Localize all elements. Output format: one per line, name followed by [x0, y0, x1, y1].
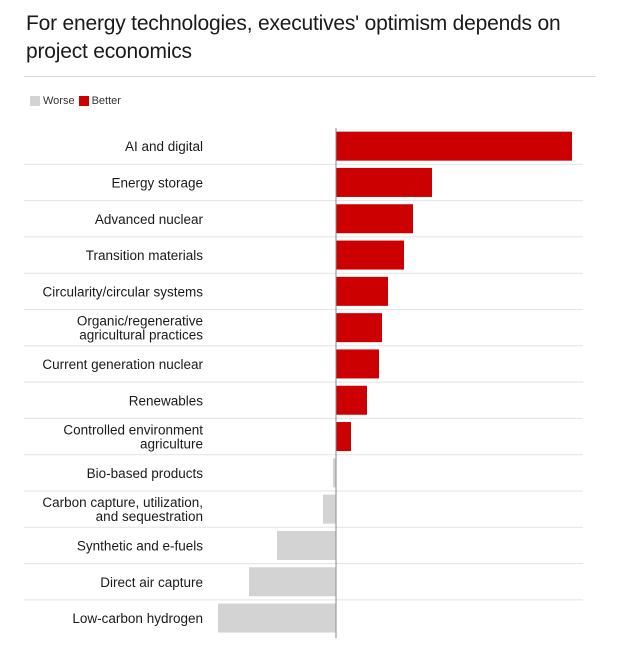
category-label: Circularity/circular systems [42, 284, 203, 299]
bar-worse [277, 530, 336, 560]
category-label: Renewables [129, 393, 204, 408]
bar-better [336, 276, 388, 306]
category-label: Carbon capture, utilization, and sequestr… [42, 495, 203, 524]
legend-label-better: Better [91, 95, 121, 107]
legend-item-better: Better [78, 95, 121, 107]
bar-better [336, 131, 572, 161]
legend-swatch-worse [30, 96, 40, 106]
category-label: Direct air capture [100, 575, 203, 590]
category-label: AI and digital [125, 139, 203, 154]
bar-worse [249, 567, 336, 597]
chart-title: For energy technologies, executives' opt… [26, 12, 561, 63]
bar-worse [333, 458, 336, 488]
category-label: Energy storage [111, 175, 203, 190]
bar-better [336, 204, 413, 234]
category-label: Advanced nuclear [95, 212, 204, 227]
bar-better [336, 349, 379, 379]
bar-better [336, 385, 367, 415]
bar-better [336, 422, 351, 452]
legend-item-worse: Worse [30, 95, 75, 107]
category-label: Low-carbon hydrogen [72, 611, 203, 626]
category-label: Current generation nuclear [42, 357, 203, 372]
category-label: Synthetic and e-fuels [77, 538, 203, 553]
title-divider [24, 76, 596, 77]
category-label: Controlled environment agriculture [63, 423, 203, 452]
category-label: Transition materials [86, 248, 204, 263]
category-label: Bio-based products [87, 466, 204, 481]
legend: Worse Better [30, 95, 125, 107]
bar-worse [218, 603, 336, 633]
bar-worse [323, 494, 336, 524]
bar-better [336, 313, 382, 343]
legend-label-worse: Worse [43, 95, 75, 107]
legend-swatch-better [78, 96, 89, 106]
bar-better [336, 240, 404, 270]
category-label: Organic/regenerative agricultural practic… [77, 314, 203, 343]
bar-better [336, 167, 432, 197]
